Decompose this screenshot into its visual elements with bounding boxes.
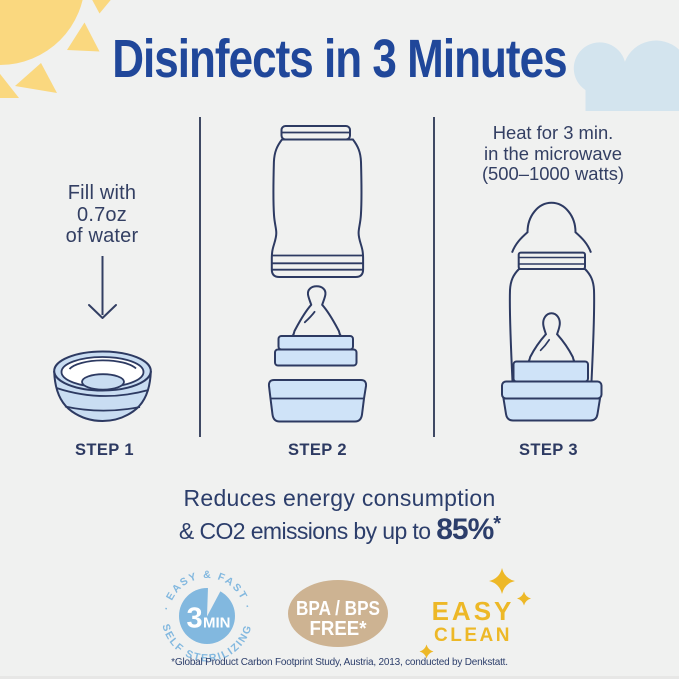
- svg-text:FREE*: FREE*: [310, 618, 367, 640]
- svg-text:3: 3: [187, 603, 203, 635]
- svg-text:EASY: EASY: [432, 596, 515, 626]
- svg-text:MIN: MIN: [203, 616, 231, 632]
- svg-text:BPA / BPS: BPA / BPS: [296, 598, 380, 620]
- svg-text:CLEAN: CLEAN: [434, 625, 512, 646]
